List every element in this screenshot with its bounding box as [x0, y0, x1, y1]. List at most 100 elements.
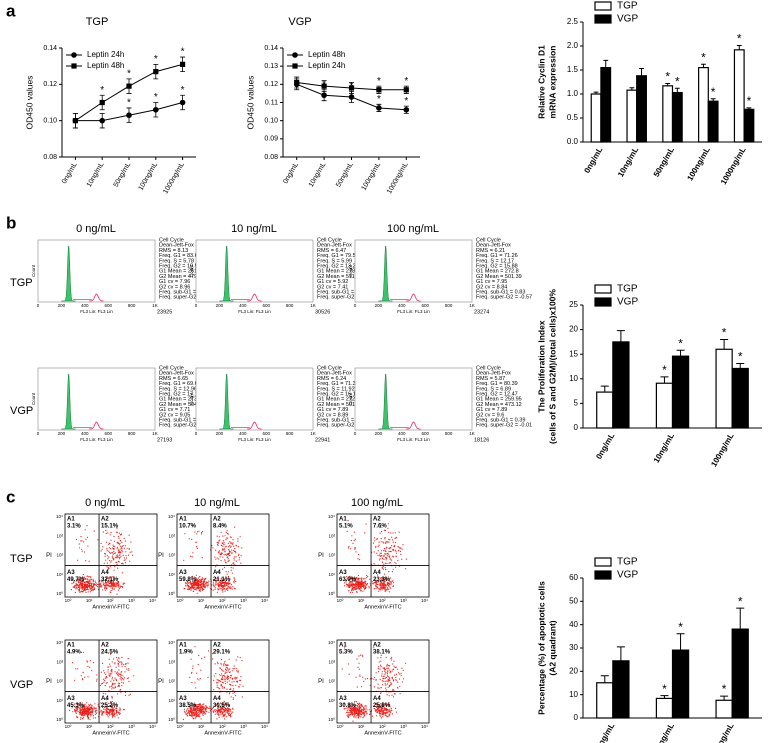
event-dot	[378, 684, 379, 685]
event-dot	[76, 710, 77, 711]
event-dot	[119, 588, 120, 589]
event-dot	[194, 710, 195, 711]
event-dot	[120, 534, 121, 535]
x-tick-label: 1K	[469, 303, 475, 308]
event-dot	[222, 536, 223, 537]
event-dot	[201, 579, 202, 580]
quadrant-value: 25.8%	[373, 703, 391, 709]
event-dot	[100, 685, 101, 686]
event-dot	[366, 575, 367, 576]
error-bar	[736, 364, 744, 369]
event-dot	[87, 676, 88, 677]
event-dot	[192, 710, 193, 711]
event-dot	[203, 711, 204, 712]
event-dot	[227, 574, 228, 575]
event-count: 23274	[474, 309, 489, 315]
event-dot	[393, 690, 394, 691]
y-tick-label: 10	[569, 374, 578, 383]
event-dot	[109, 659, 110, 660]
significance: *	[678, 336, 683, 350]
event-dot	[356, 578, 357, 579]
event-dot	[226, 546, 227, 547]
event-dot	[393, 556, 394, 557]
event-dot	[191, 712, 192, 713]
event-dot	[379, 661, 380, 662]
x-tick-label: 10²	[379, 724, 386, 729]
event-dot	[230, 677, 231, 678]
event-dot	[355, 539, 356, 540]
error-bar	[675, 88, 680, 92]
event-dot	[222, 543, 223, 544]
event-dot	[233, 546, 234, 547]
event-dot	[121, 682, 122, 683]
y-axis-label: Relative Cyclin D1	[536, 45, 546, 119]
quadrant-value: 4.9%	[67, 650, 81, 656]
event-dot	[354, 532, 355, 533]
event-dot	[388, 710, 389, 711]
event-dot	[214, 589, 215, 590]
event-dot	[234, 692, 235, 693]
event-dot	[225, 669, 226, 670]
event-dot	[86, 702, 87, 703]
event-dot	[120, 587, 121, 588]
event-dot	[389, 563, 390, 564]
event-dot	[222, 716, 223, 717]
chart-title: VGP	[288, 16, 311, 28]
event-dot	[111, 560, 112, 561]
event-dot	[104, 583, 105, 584]
event-dot	[361, 579, 362, 580]
event-dot	[229, 560, 230, 561]
event-dot	[83, 652, 84, 653]
event-dot	[102, 712, 103, 713]
event-dot	[106, 714, 107, 715]
event-dot	[121, 672, 122, 673]
event-dot	[369, 579, 370, 580]
event-dot	[224, 676, 225, 677]
event-dot	[80, 711, 81, 712]
event-count: 18126	[474, 437, 489, 443]
event-dot	[98, 706, 99, 707]
event-dot	[219, 674, 220, 675]
event-dot	[123, 545, 124, 546]
event-dot	[357, 579, 358, 580]
x-tick-label: 10²	[107, 724, 114, 729]
event-dot	[363, 578, 364, 579]
row-label: VGP	[10, 679, 33, 691]
panel-label: b	[6, 213, 16, 232]
event-dot	[398, 550, 399, 551]
event-dot	[383, 585, 384, 586]
event-dot	[385, 585, 386, 586]
event-dot	[128, 670, 129, 671]
event-dot	[219, 550, 220, 551]
event-dot	[119, 561, 120, 562]
event-dot	[114, 589, 115, 590]
event-dot	[226, 672, 227, 673]
event-dot	[234, 678, 235, 679]
y-tick-label: 1.0	[567, 89, 579, 98]
event-dot	[241, 660, 242, 661]
event-dot	[234, 551, 235, 552]
event-dot	[118, 712, 119, 713]
x-tick-label: 1K	[152, 303, 158, 308]
event-dot	[197, 710, 198, 711]
event-dot	[349, 583, 350, 584]
error-bar	[639, 69, 644, 76]
event-dot	[114, 716, 115, 717]
event-dot	[123, 555, 124, 556]
event-dot	[360, 716, 361, 717]
event-dot	[209, 706, 210, 707]
event-dot	[109, 714, 110, 715]
legend-swatch	[595, 2, 611, 10]
event-dot	[234, 564, 235, 565]
event-dot	[236, 659, 237, 660]
x-tick-label: 10²	[219, 598, 226, 603]
event-dot	[125, 541, 126, 542]
event-dot	[196, 711, 197, 712]
event-dot	[242, 696, 243, 697]
y-tick-label: 10³	[328, 659, 335, 664]
x-tick-label: 10³	[128, 598, 135, 603]
event-dot	[118, 549, 119, 550]
quadrant-name: A3	[179, 696, 187, 702]
event-dot	[192, 556, 193, 557]
event-dot	[87, 578, 88, 579]
